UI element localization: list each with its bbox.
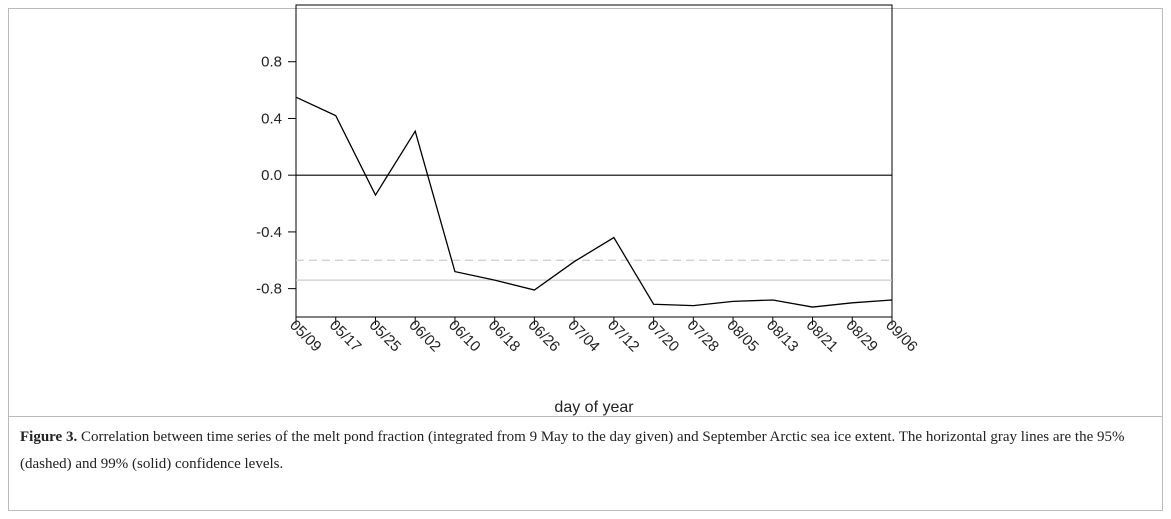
y-tick-label: -0.4 xyxy=(256,224,282,241)
y-tick-label: 0.4 xyxy=(261,110,282,127)
x-tick-label: 06/18 xyxy=(485,317,524,356)
y-tick-label: 0.0 xyxy=(261,167,282,184)
caption-label: Figure 3. xyxy=(20,429,78,445)
plot-frame xyxy=(295,4,893,318)
x-axis-label: day of year xyxy=(554,399,634,416)
separator xyxy=(8,416,1163,417)
x-tick-label: 08/05 xyxy=(723,317,762,356)
x-tick-label: 07/04 xyxy=(564,317,603,356)
frame xyxy=(8,8,1163,511)
chart: day of year -0.8-0.40.00.40.805/09 05/17 0… xyxy=(256,4,921,416)
x-tick-label: 08/29 xyxy=(842,317,881,356)
x-tick-label: 07/20 xyxy=(644,317,683,356)
x-tick-label: 09/06 xyxy=(882,317,921,356)
x-tick-label: 08/21 xyxy=(803,317,842,356)
x-tick-label: 08/13 xyxy=(763,317,802,356)
y-tick-label: -0.8 xyxy=(256,281,282,298)
x-tick-label: 06/02 xyxy=(405,317,444,356)
caption: Figure 3. Correlation between time serie… xyxy=(20,424,1150,478)
x-tick-label: 07/28 xyxy=(684,317,723,356)
x-tick-label: 05/25 xyxy=(366,317,405,356)
x-tick-label: 07/12 xyxy=(604,317,643,356)
y-tick-label: 0.8 xyxy=(261,54,282,71)
x-tick-label: 06/26 xyxy=(525,317,564,356)
series-line xyxy=(295,96,893,308)
x-tick-label: 06/10 xyxy=(445,317,484,356)
x-tick-label: 05/09 xyxy=(286,317,325,356)
caption-text: Correlation between time series of the m… xyxy=(20,429,1125,472)
x-tick-label: 05/17 xyxy=(326,317,365,356)
